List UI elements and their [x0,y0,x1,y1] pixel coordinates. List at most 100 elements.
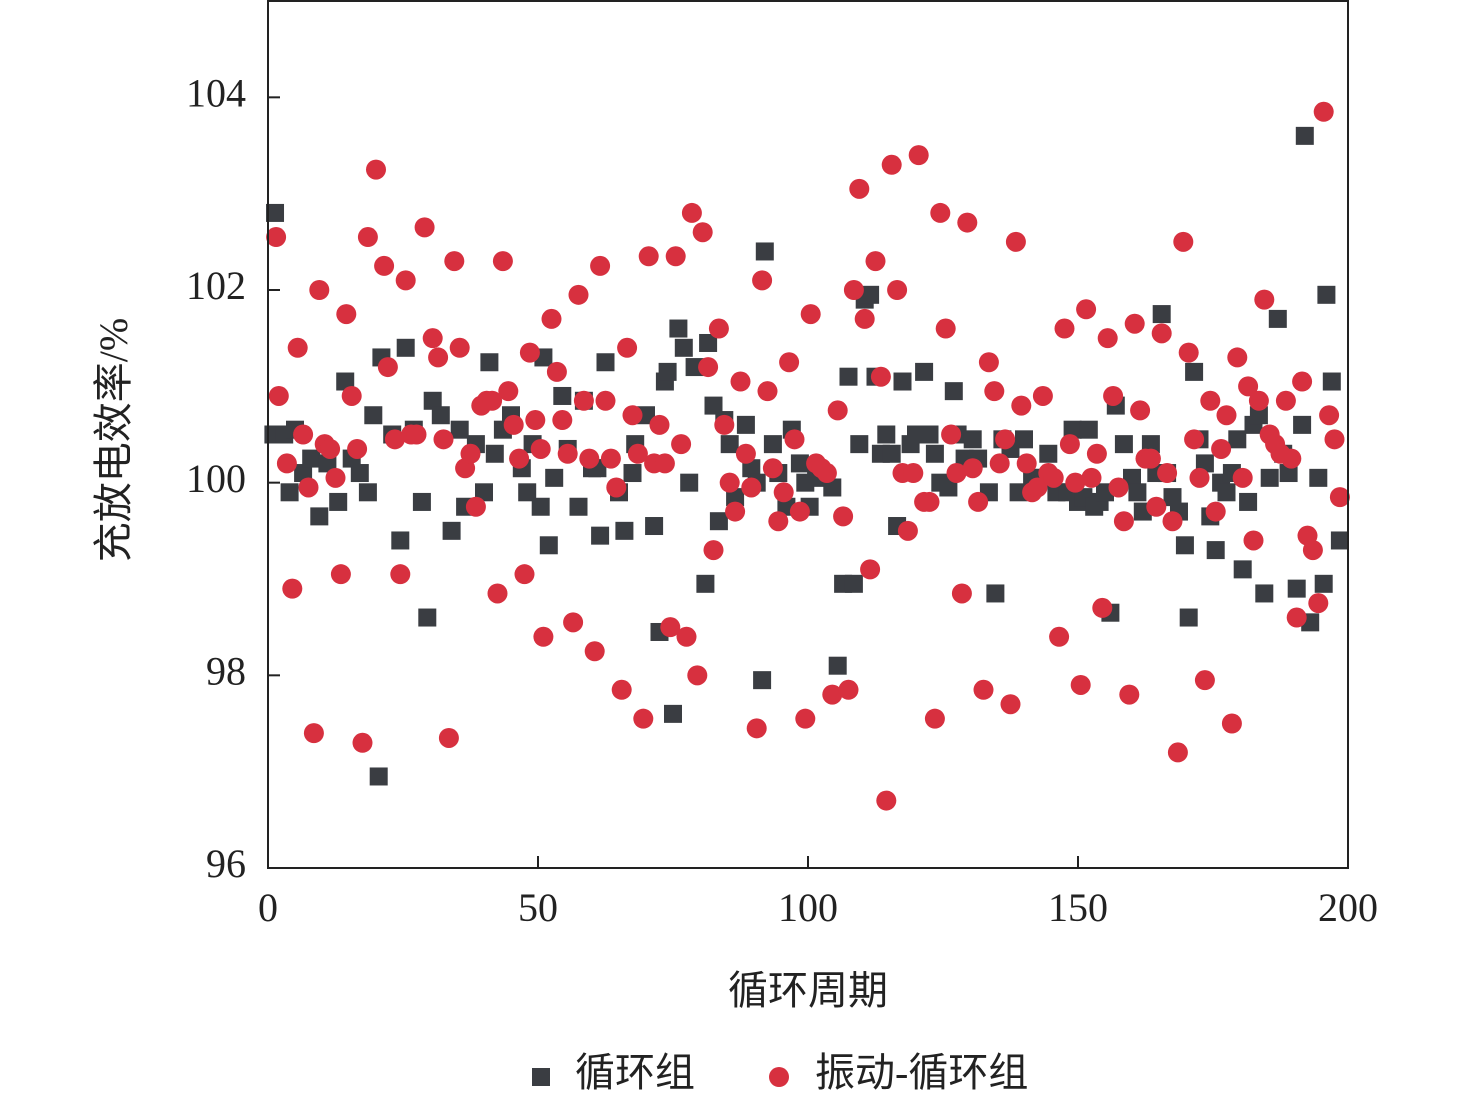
point [1317,285,1336,304]
point [779,352,800,373]
point [1162,511,1183,532]
point [827,400,848,421]
point [1146,496,1167,517]
point [638,246,659,267]
point [310,507,329,526]
point [1016,453,1037,474]
point [1302,540,1323,561]
point [681,202,702,223]
point [423,391,442,410]
point [541,308,562,329]
point [617,337,638,358]
point [746,718,767,739]
point [680,473,699,492]
point [714,414,735,435]
point [584,641,605,662]
point [341,385,362,406]
point [1175,536,1194,555]
point [606,477,627,498]
point [989,453,1010,474]
point [428,347,449,368]
point [877,425,896,444]
point [1011,395,1032,416]
point [1065,472,1086,493]
point [790,454,809,473]
point [924,708,945,729]
point [839,367,858,386]
y-axis-label: 充放电效率/% [91,318,136,562]
point [795,708,816,729]
point [329,492,348,511]
point [995,429,1016,450]
point [498,381,519,402]
point [789,501,810,522]
point [882,444,901,463]
point [482,390,503,411]
point [611,679,632,700]
point [978,352,999,373]
legend-label: 振动-循环组 [815,1050,1028,1095]
point [925,444,944,463]
point [591,526,610,545]
point [1329,487,1350,508]
point [569,497,588,516]
point [752,270,773,291]
point [736,415,755,434]
point [422,328,443,349]
point [968,491,989,512]
point [757,381,778,402]
point [1054,318,1075,339]
point [908,145,929,166]
point [1255,584,1274,603]
point [865,251,886,272]
point [1179,608,1198,627]
point [963,430,982,449]
point [546,361,567,382]
point [293,424,314,445]
point [268,385,289,406]
point [664,704,682,723]
point [366,159,386,180]
point [1268,309,1287,328]
point [1070,674,1091,695]
point [849,178,870,199]
point [395,270,416,291]
point [687,665,708,686]
point [1076,299,1097,320]
point [1233,560,1252,579]
point [266,203,285,222]
point [1114,435,1133,454]
point [897,520,918,541]
y-tick-label: 96 [206,841,246,886]
point [915,362,934,381]
point [1119,684,1140,705]
point [800,304,821,325]
point [1185,362,1204,381]
point [1184,429,1205,450]
point [1281,448,1302,469]
point [816,463,837,484]
point [828,656,847,675]
point [480,353,499,372]
point [674,338,693,357]
point [553,386,572,405]
point [919,491,940,512]
point [1319,405,1340,426]
point [1140,448,1161,469]
point [320,438,341,459]
point [1324,429,1345,450]
point [762,458,783,479]
point [920,425,939,444]
point [568,284,589,305]
point [946,463,967,484]
point [1167,742,1188,763]
point [1130,400,1151,421]
point [330,564,351,585]
point [1063,420,1082,439]
point [649,414,670,435]
point [280,483,299,502]
point [768,511,789,532]
point [887,280,908,300]
point [755,242,774,261]
point [930,202,951,223]
